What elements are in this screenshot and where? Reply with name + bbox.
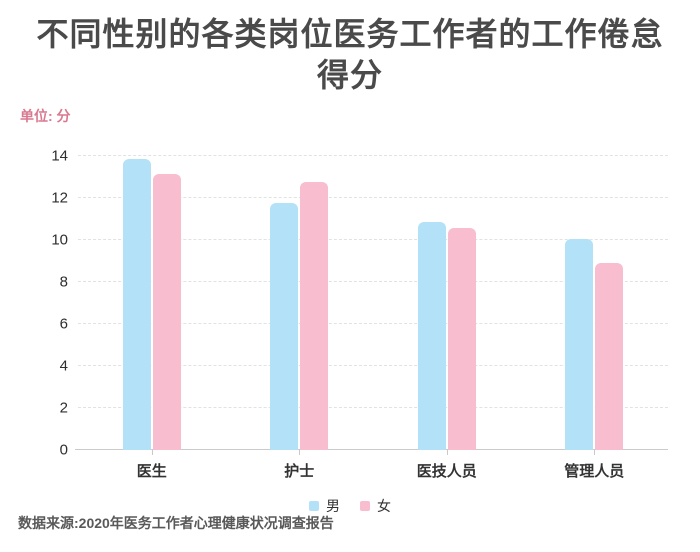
bar-pair-0: [122, 156, 181, 450]
x-tick-0: [151, 450, 153, 455]
bar-female-3: [595, 263, 624, 450]
bar-male-1: [270, 203, 299, 450]
legend-item-male: 男: [309, 496, 340, 516]
x-category-label-2: 医技人员: [416, 463, 477, 480]
x-category-label-0: 医生: [136, 463, 167, 480]
bar-female-0: [152, 173, 181, 450]
plot-area: 0 2 4 6 8 10 12 14 医生 护士 医技人员 管理人员: [51, 149, 669, 480]
legend-swatch-male: [309, 501, 319, 511]
gridline-y14: [78, 155, 668, 156]
bar-group-1: 护士: [226, 156, 374, 480]
legend-swatch-female: [360, 501, 370, 511]
legend-item-female: 女: [360, 496, 391, 516]
bar-male-0: [122, 159, 151, 450]
x-category-label-1: 护士: [284, 463, 315, 480]
bar-group-0: 医生: [78, 156, 226, 480]
y-tick-label-2: 2: [59, 399, 68, 417]
bar-pair-2: [417, 156, 476, 450]
x-tick-3: [594, 450, 596, 455]
gridline-y8: [78, 281, 668, 282]
x-tick-2: [446, 450, 448, 455]
gridline-y12: [78, 197, 668, 198]
x-axis-line: [75, 449, 668, 450]
y-tick-label-14: 14: [51, 147, 68, 165]
bar-group-3: 管理人员: [521, 156, 669, 480]
y-tick-label-12: 12: [51, 189, 68, 207]
legend-label-female: 女: [377, 498, 391, 514]
legend: 男女: [0, 496, 700, 516]
bar-female-2: [447, 228, 476, 450]
y-tick-label-8: 8: [59, 273, 68, 291]
y-axis-unit-label: 单位: 分: [20, 108, 71, 124]
gridline-y4: [78, 365, 668, 366]
data-source-note: 数据来源:2020年医务工作者心理健康状况调查报告: [18, 515, 334, 531]
x-category-label-3: 管理人员: [564, 463, 625, 480]
y-tick-label-6: 6: [59, 315, 68, 333]
bar-male-3: [565, 238, 594, 450]
bar-male-2: [417, 222, 446, 450]
x-tick-1: [299, 450, 301, 455]
legend-label-male: 男: [326, 498, 340, 514]
gridline-y2: [78, 407, 668, 408]
bar-group-2: 医技人员: [373, 156, 521, 480]
gridline-y6: [78, 323, 668, 324]
gridline-y10: [78, 239, 668, 240]
bar-female-1: [300, 182, 329, 450]
chart-title: 不同性别的各类岗位医务工作者的工作倦怠得分: [36, 16, 664, 93]
y-tick-label-10: 10: [51, 231, 68, 249]
y-tick-label-4: 4: [59, 357, 68, 375]
y-tick-label-0: 0: [59, 441, 68, 459]
bar-pair-1: [270, 156, 329, 450]
bar-pair-3: [565, 156, 624, 450]
